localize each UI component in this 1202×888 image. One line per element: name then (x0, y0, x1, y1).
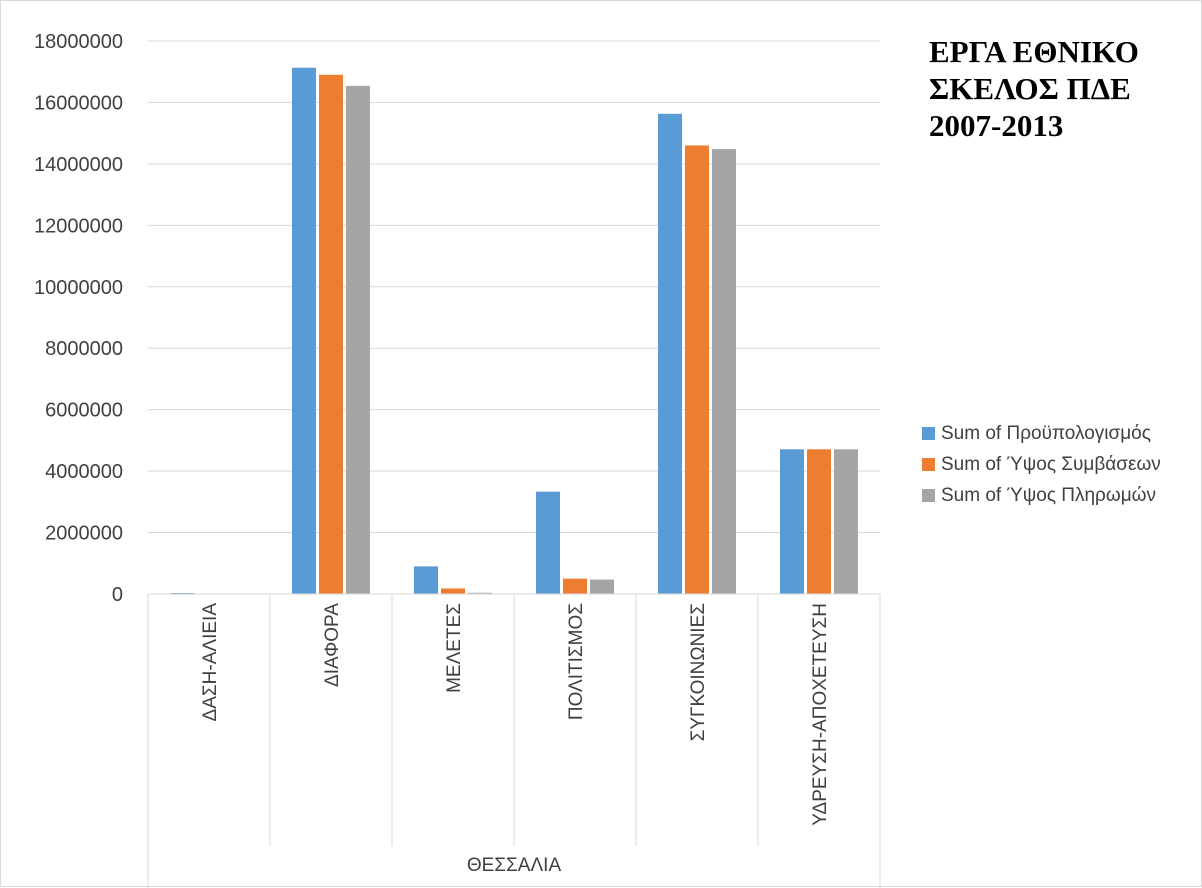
chart-title-line: ΕΡΓΑ ΕΘΝΙΚΟ (929, 34, 1139, 69)
bar (536, 491, 560, 594)
y-tick-label: 16000000 (34, 92, 123, 114)
bar (685, 145, 709, 594)
x-category-label: ΜΕΛΕΤΕΣ (444, 603, 465, 693)
y-tick-label: 14000000 (34, 154, 123, 176)
x-category-label: ΔΙΑΦΟΡΑ (322, 603, 343, 687)
x-category-label: ΣΥΓΚΟΙΝΩΝΙΕΣ (688, 603, 709, 741)
y-tick-label: 6000000 (45, 400, 123, 422)
legend-swatch (922, 427, 935, 440)
bar (441, 588, 465, 594)
chart-title-line: ΣΚΕΛΟΣ ΠΔΕ (929, 71, 1131, 106)
legend-swatch (922, 489, 935, 502)
bar (590, 579, 614, 594)
bar (319, 74, 343, 595)
bar (563, 578, 587, 594)
x-category-label: ΠΟΛΙΤΙΣΜΟΣ (566, 603, 587, 720)
bar (346, 85, 370, 595)
bars (170, 67, 858, 595)
chart-title-line: 2007-2013 (929, 108, 1064, 143)
legend: Sum of Προϋπολογισμός Sum of Ύψος Συμβάσε… (922, 423, 1161, 506)
bar (834, 449, 858, 594)
legend-swatch (922, 458, 935, 471)
axes: 0 2000000 4000000 6000000 8000000 10000000 120… (34, 31, 881, 888)
y-tick-label: 10000000 (34, 277, 123, 299)
bar (780, 449, 804, 594)
y-tick-label: 0 (112, 584, 123, 606)
bar (414, 566, 438, 594)
bar (712, 149, 736, 595)
y-tick-label: 8000000 (45, 338, 123, 360)
bar (658, 113, 682, 594)
y-tick-label: 2000000 (45, 523, 123, 545)
bar (468, 592, 492, 594)
x-group-label: ΘΕΣΣΑΛΙΑ (467, 855, 562, 876)
chart-title: ΕΡΓΑ ΕΘΝΙΚΟ ΣΚΕΛΟΣ ΠΔΕ 2007-2013 (929, 33, 1189, 144)
legend-label: Sum of Ύψος Πληρωμών (941, 485, 1156, 506)
legend-label: Sum of Προϋπολογισμός (941, 423, 1151, 444)
y-tick-label: 12000000 (34, 215, 123, 237)
bar (807, 449, 831, 594)
gridlines (148, 40, 880, 534)
legend-label: Sum of Ύψος Συμβάσεων (941, 454, 1161, 475)
y-tick-label: 18000000 (34, 31, 123, 53)
y-tick-label: 4000000 (45, 461, 123, 483)
x-category-label: ΔΑΣΗ-ΑΛΙΕΙΑ (200, 603, 221, 722)
x-category-label: ΥΔΡΕΥΣΗ-ΑΠΟΧΕΤΕΥΣΗ (810, 603, 831, 826)
bar (292, 67, 316, 594)
